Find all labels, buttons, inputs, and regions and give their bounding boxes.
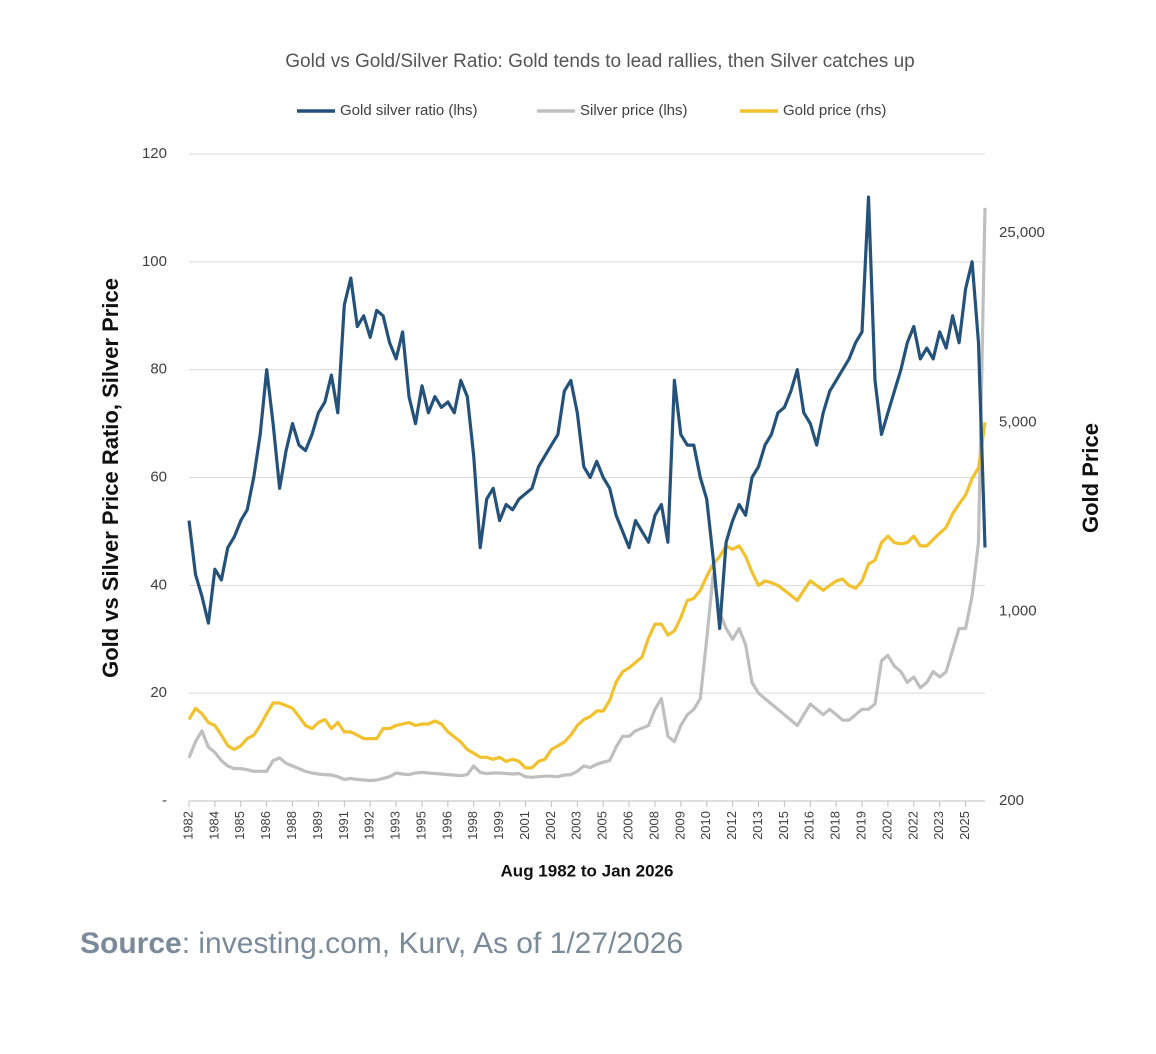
x-tick-label: 1998 (465, 811, 480, 840)
x-tick-label: 1988 (284, 811, 299, 840)
x-tick-label: 2018 (828, 811, 843, 840)
series-line (187, 195, 987, 631)
x-tick-label: 1995 (413, 811, 428, 840)
y-tick-label: 40 (150, 576, 167, 593)
x-tick-label: 1986 (258, 811, 273, 840)
x-tick-label: 1982 (180, 811, 195, 840)
x-tick-label: 1985 (232, 811, 247, 840)
x-tick-label: 2002 (543, 811, 558, 840)
y-axis-title: Gold vs Silver Price Ratio, Silver Price (98, 278, 123, 678)
y-tick-label: 60 (150, 468, 167, 485)
y2-tick-label: 1,000 (999, 603, 1037, 620)
x-tick-label: 2013 (750, 811, 765, 840)
x-tick-label: 1992 (362, 811, 377, 840)
x-tick-label: 2016 (802, 811, 817, 840)
x-tick-label: 1993 (388, 811, 403, 840)
x-tick-label: 2023 (931, 811, 946, 840)
x-tick-label: 2010 (698, 811, 713, 840)
x-tick-label: 1996 (439, 811, 454, 840)
x-tick-label: 1984 (206, 811, 221, 840)
source-note: Source: investing.com, Kurv, As of 1/27/… (80, 927, 683, 960)
y2-tick-label: 25,000 (999, 224, 1045, 241)
chart-title: Gold vs Gold/Silver Ratio: Gold tends to… (285, 51, 914, 72)
legend-label: Gold silver ratio (lhs) (340, 102, 478, 119)
x-tick-label: 1989 (310, 811, 325, 840)
x-tick-label: 2019 (853, 811, 868, 840)
x-tick-label: 2025 (957, 811, 972, 840)
series-line (187, 422, 987, 770)
series-line (187, 207, 987, 783)
x-tick-label: 2008 (646, 811, 661, 840)
x-tick-label: 2006 (621, 811, 636, 840)
legend-label: Gold price (rhs) (783, 102, 886, 119)
source-label: Source (80, 927, 182, 960)
y2-tick-label: 5,000 (999, 413, 1037, 430)
x-tick-label: 1991 (336, 811, 351, 840)
x-tick-label: 2009 (672, 811, 687, 840)
x-tick-label: 2015 (776, 811, 791, 840)
x-axis-title: Aug 1982 to Jan 2026 (501, 861, 674, 880)
x-tick-label: 2005 (595, 811, 610, 840)
x-tick-label: 2020 (879, 811, 894, 840)
y2-axis-title: Gold Price (1078, 423, 1103, 533)
x-tick-label: 2012 (724, 811, 739, 840)
x-tick-label: 2003 (569, 811, 584, 840)
x-tick-label: 2001 (517, 811, 532, 840)
x-tick-label: 1999 (491, 811, 506, 840)
y-tick-label: 120 (142, 145, 167, 162)
y-tick-label: 100 (142, 253, 167, 270)
y-tick-label: 20 (150, 684, 167, 701)
x-tick-label: 2022 (905, 811, 920, 840)
y-tick-label: - (162, 792, 167, 809)
legend-label: Silver price (lhs) (580, 102, 688, 119)
y2-tick-label: 200 (999, 792, 1024, 809)
y-tick-label: 80 (150, 361, 167, 378)
source-text: : investing.com, Kurv, As of 1/27/2026 (182, 927, 683, 960)
